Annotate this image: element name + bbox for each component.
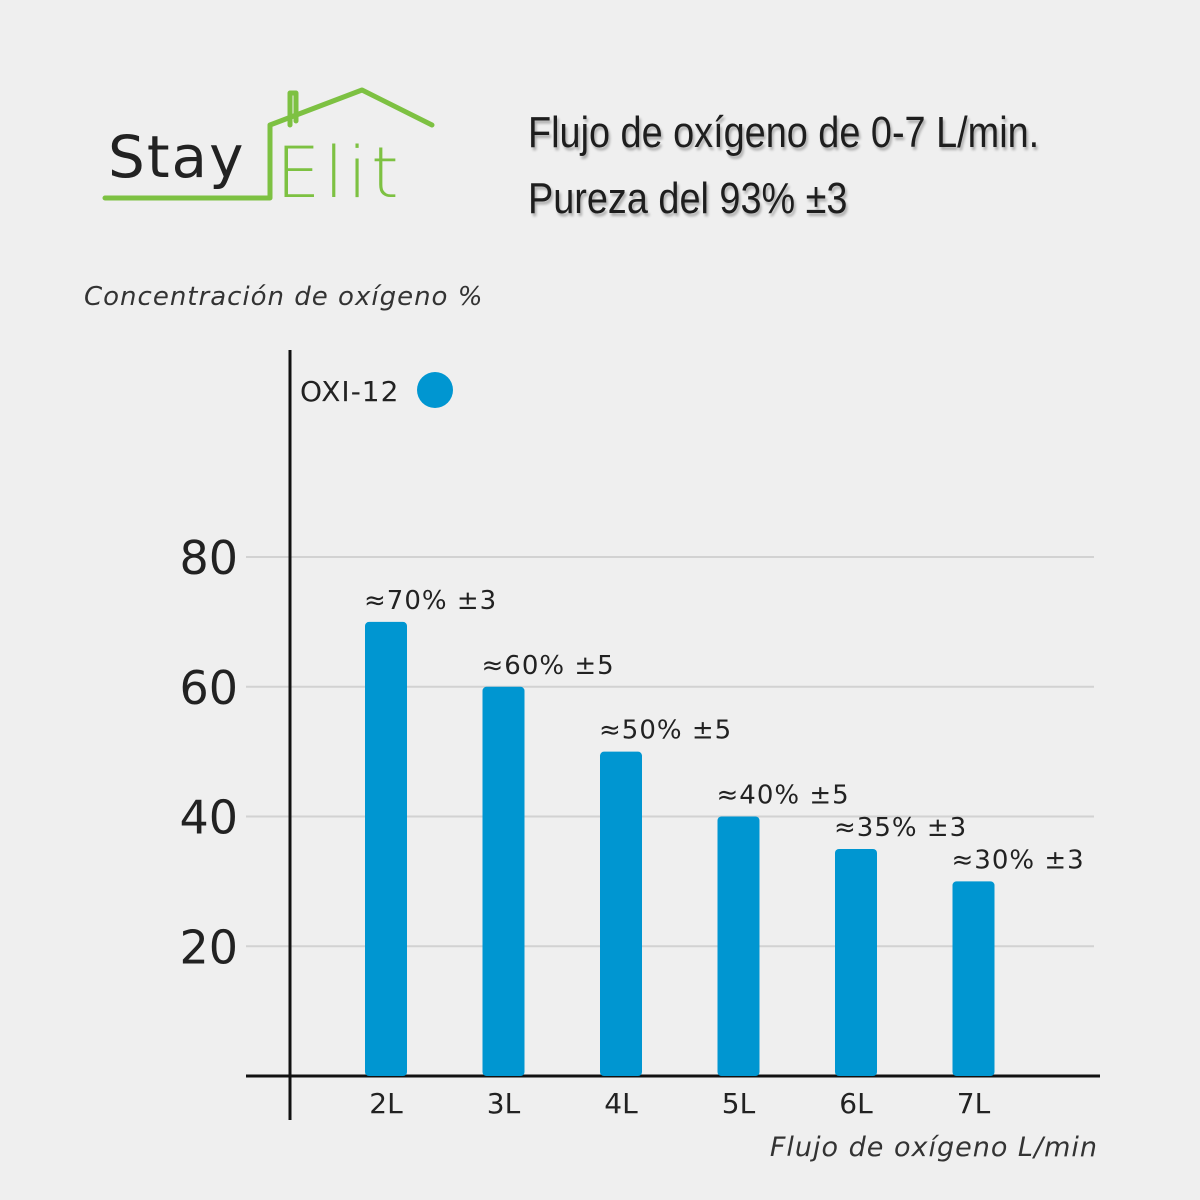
y-axis-title: Concentración de oxígeno % [84,282,484,312]
x-tick-label: 4L [604,1087,638,1120]
heading-line-2: Pureza del 93% ±3 [528,174,848,223]
x-tick-label: 3L [487,1087,521,1120]
data-label: ≈60% ±5 [482,651,615,681]
x-tick-label: 5L [722,1087,756,1120]
data-label: ≈70% ±3 [364,586,497,616]
brand-logo: Stay Elit [100,85,440,214]
brand-name-part1: Stay [108,123,245,191]
data-label: ≈50% ±5 [599,716,732,746]
data-label: ≈40% ±5 [717,781,850,811]
x-axis-title: Flujo de oxígeno L/min [769,1132,1098,1163]
legend-label: OXI-12 [300,375,399,408]
bar-3L [482,686,525,1076]
y-tick-label: 20 [179,920,238,974]
house-logo-icon: Stay Elit [102,87,435,214]
bar-2L [365,621,407,1076]
x-tick-label: 6L [839,1087,873,1120]
y-tick-label: 60 [179,661,238,715]
y-tick-label: 40 [179,791,238,845]
heading-line-1: Flujo de oxígeno de 0-7 L/min. [528,108,1040,157]
brand-name-part2: Elit [276,132,403,210]
x-tick-label: 2L [369,1087,403,1120]
bar-6L [835,848,877,1076]
bar-5L [717,816,760,1076]
bar-4L [600,751,642,1076]
y-tick-label: 80 [179,531,238,585]
data-label: ≈35% ±3 [834,813,967,843]
page-heading: Flujo de oxígeno de 0-7 L/min. Pureza de… [528,100,1039,232]
bar-7L [952,881,995,1076]
data-label: ≈30% ±3 [952,845,1085,875]
x-tick-label: 7L [957,1087,991,1120]
legend-swatch [417,372,453,408]
